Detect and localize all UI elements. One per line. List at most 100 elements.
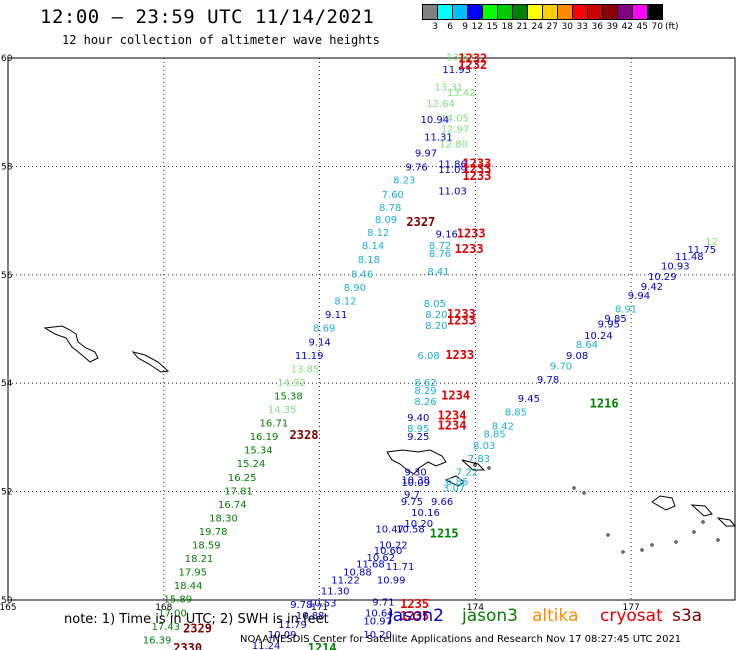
wave-height-value: 15.66 [133,649,162,650]
longitude-label: 177 [623,603,640,613]
footer-credit: NOAA/NESDIS Center for Satellite Applica… [240,634,682,645]
wave-height-value: 9.76 [406,163,428,174]
wave-height-value: 15.24 [237,459,266,470]
wave-height-value: 9.16 [436,229,458,240]
pass-time-label: 2329 [183,622,212,636]
wave-height-value: 17.95 [179,568,208,579]
color-scale-labels: 3 6 9 12 15 18 21 24 27 30 33 36 39 42 45 70 (ft) [423,22,691,32]
wave-height-value: 12.97 [441,124,470,135]
legend-altika: altika [532,606,579,626]
color-scale-tick: 15 [486,22,498,32]
color-scale-tick: 42 [621,22,633,32]
wave-height-value: 10.88 [343,568,372,579]
wave-height-value: 15.34 [244,446,273,457]
wave-height-value: 8.90 [344,283,366,294]
pass-time-label: 1235 [400,609,429,623]
wave-height-value: 8.12 [367,228,389,239]
coastline [131,351,170,373]
wave-height-value: 6.08 [417,351,439,362]
pass-time-label: 1233 [445,348,474,362]
wave-height-value: 16.19 [250,432,279,443]
wave-height-value: 10.09 [401,478,430,489]
wave-height-value: 11.71 [386,562,415,573]
color-scale-tick: 36 [591,22,603,32]
island-dot [606,533,610,537]
latitude-label: 58 [1,162,13,172]
wave-height-value: 9.7 [404,490,420,501]
coastline [690,504,713,517]
wave-height-value: 8.12 [334,297,356,308]
pass-time-label: 1233 [462,169,491,183]
wave-height-value: 8.20 [425,310,447,321]
wave-height-value: 9.78 [290,600,312,611]
wave-height-value: 17.81 [224,486,253,497]
wave-height-value: 10.94 [421,115,450,126]
coastline [716,517,737,527]
page-title: 12:00 – 23:59 UTC 11/14/2021 [40,6,375,28]
wave-height-value: 9.42 [641,282,663,293]
wave-height-value: 8.42 [492,421,514,432]
wave-height-value: 11.22 [331,576,360,587]
wave-height-value: 8.18 [358,255,380,266]
wave-height-value: 10.97 [363,616,392,627]
wave-height-value: 9.71 [372,597,394,608]
wave-height-value: 16.74 [218,500,247,511]
wave-height-value: 18.59 [192,541,221,552]
pass-time-label: 2327 [406,215,435,229]
legend-jason3: jason3 [462,606,518,626]
wave-height-value: 9.85 [604,314,626,325]
coastline [386,449,447,475]
wave-height-value: 8.20 [425,321,447,332]
coastline [461,459,486,471]
island-dot [582,491,586,495]
longitude-label: 171 [311,603,328,613]
wave-height-value: 14.35 [268,405,297,416]
color-scale-tick: 12 [471,22,483,32]
wave-height-value: 10.88 [296,611,325,622]
island-dot [650,543,654,547]
wave-height-value: 8.85 [505,408,527,419]
wave-height-value: 11.30 [321,587,350,598]
page-subtitle: 12 hour collection of altimeter wave hei… [62,33,380,47]
wave-height-value: 16.25 [228,473,257,484]
color-scale-tick: 30 [561,22,573,32]
legend-s3a: s3a [672,606,703,626]
wave-height-value: 10.60 [374,546,403,557]
wave-height-value: 8.03 [473,441,495,452]
wave-height-value: 18.30 [209,513,238,524]
pass-time-label: 1215 [430,527,459,541]
wave-height-value: 7.22 [456,467,478,478]
wave-height-value: 11.03 [438,187,467,198]
wave-height-value: 13.31 [435,83,464,94]
wave-height-value: 10.16 [411,508,440,519]
wave-height-value: 9.97 [415,149,437,160]
wave-height-value: 8.62 [414,378,436,389]
wave-height-value: 10.38 [401,475,430,486]
island-dot [572,486,576,490]
wave-height-value: 18.44 [174,581,203,592]
pass-time-label: 1233 [462,162,491,176]
wave-height-value: 10.62 [367,553,396,564]
island-dot [701,520,705,524]
wave-height-value: 10.24 [584,331,613,342]
wave-height-value: 10.09 [268,630,297,641]
longitude-label: 165 [0,603,17,613]
wave-height-value: 8.64 [576,340,598,351]
wave-height-value: 8.09 [375,215,397,226]
wave-height-value: 11.86 [438,159,467,170]
color-scale-unit: (ft) [665,22,679,32]
pass-time-label: 1234 [438,418,467,432]
color-scale-tick: 24 [531,22,543,32]
wave-height-value: 9.14 [308,337,330,348]
wave-height-value: 12 [705,237,718,248]
wave-height-value: 8.29 [414,386,436,397]
pass-time-label: 2330 [173,641,202,650]
wave-height-value: 8.05 [424,299,446,310]
wave-height-value: 8.78 [379,203,401,214]
island-dot [473,463,477,467]
pass-time-label: 1233 [455,242,484,256]
longitude-label: 168 [155,603,172,613]
wave-height-value: 8.69 [313,324,335,335]
pass-time-label: 2328 [290,428,319,442]
